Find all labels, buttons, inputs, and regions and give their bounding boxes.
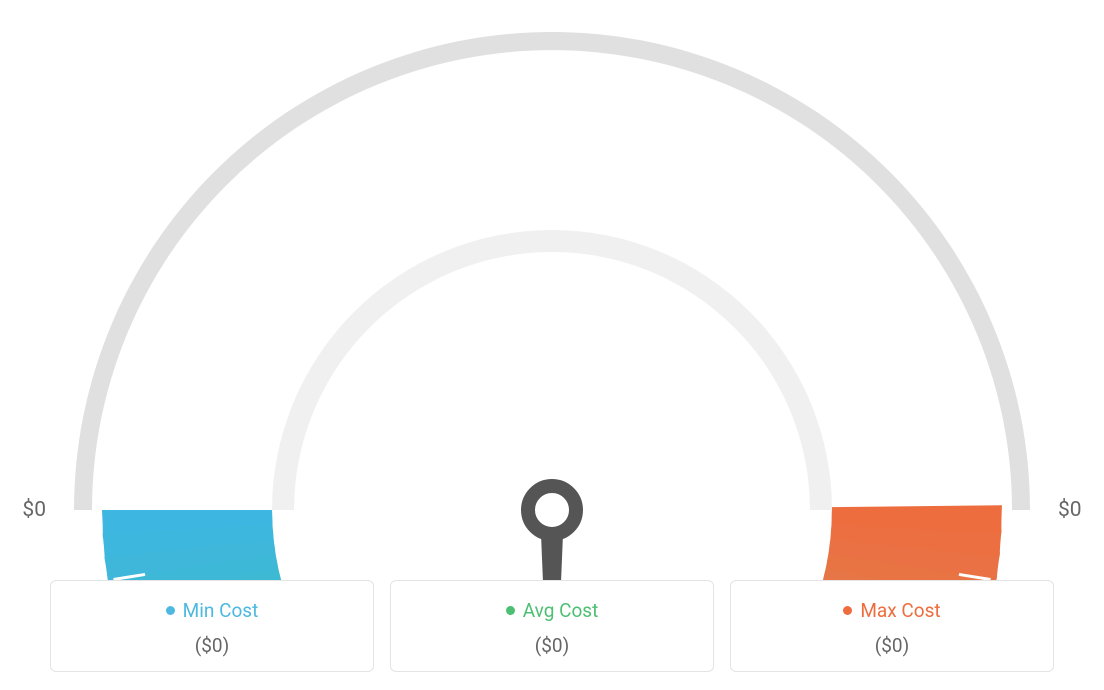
gauge-outer-ring bbox=[74, 32, 1030, 510]
legend-card: Avg Cost ($0) bbox=[390, 580, 714, 672]
legend-dot bbox=[506, 606, 515, 615]
legend-row: Min Cost ($0) Avg Cost ($0) Max Cost ($0… bbox=[20, 580, 1084, 672]
legend-label-row: Avg Cost bbox=[401, 599, 703, 622]
gauge-inner-ring bbox=[272, 230, 832, 510]
gauge-needle-hub bbox=[528, 486, 576, 534]
legend-value: ($0) bbox=[741, 634, 1043, 657]
legend-label: Avg Cost bbox=[523, 599, 599, 622]
legend-label: Max Cost bbox=[860, 599, 940, 622]
gauge-container: $0$0$0$0$0$0$0 bbox=[20, 20, 1084, 580]
gauge-axis-label: $0 bbox=[22, 498, 46, 522]
legend-dot bbox=[843, 606, 852, 615]
legend-dot bbox=[166, 606, 175, 615]
legend-card: Max Cost ($0) bbox=[730, 580, 1054, 672]
legend-card: Min Cost ($0) bbox=[50, 580, 374, 672]
legend-value: ($0) bbox=[61, 634, 363, 657]
gauge-axis-label: $0 bbox=[1058, 498, 1082, 522]
legend-label-row: Max Cost bbox=[741, 599, 1043, 622]
legend-label-row: Min Cost bbox=[61, 599, 363, 622]
legend-label: Min Cost bbox=[183, 599, 259, 622]
legend-value: ($0) bbox=[401, 634, 703, 657]
gauge-chart: $0$0$0$0$0$0$0 bbox=[22, 20, 1082, 580]
